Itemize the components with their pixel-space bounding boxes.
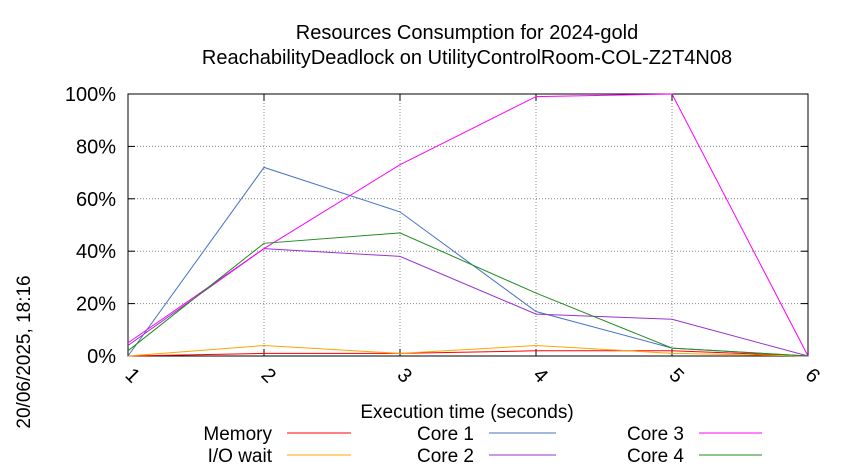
legend-label-core-3: Core 3	[627, 424, 684, 445]
y-tick-label: 100%	[65, 84, 116, 106]
y-tick-label: 80%	[76, 136, 116, 158]
timestamp-label: 20/06/2025, 18:16	[14, 275, 35, 428]
series-line-core-3	[127, 93, 809, 357]
y-tick-label: 20%	[76, 294, 116, 316]
x-tick-label: 6	[801, 364, 824, 387]
legend-label-memory: Memory	[203, 424, 272, 445]
series-line-memory	[127, 350, 809, 357]
y-tick-label: 0%	[87, 346, 116, 368]
legend-label-core-2: Core 2	[417, 446, 474, 467]
x-tick-label: 1	[121, 364, 144, 387]
legend-label-core-1: Core 1	[417, 424, 474, 445]
x-tick-label: 2	[257, 364, 280, 387]
series-line-core-2	[127, 248, 809, 357]
y-axis: 0% 20% 40% 60% 80% 100%	[65, 84, 808, 368]
legend-label-core-4: Core 4	[627, 446, 684, 467]
y-tick-label: 60%	[76, 189, 116, 211]
series-line-core-4	[127, 232, 809, 357]
x-axis-label: Execution time (seconds)	[360, 402, 573, 423]
plot-frame	[127, 93, 809, 357]
series-line-i-o-wait	[127, 344, 809, 357]
x-tick-label: 3	[393, 364, 416, 387]
grid	[128, 94, 808, 356]
chart-title-line1: Resources Consumption for 2024-gold	[296, 22, 638, 44]
x-axis: 1 2 3 4 5 6	[121, 94, 824, 387]
series-line-core-1	[127, 166, 809, 357]
y-tick-label: 40%	[76, 241, 116, 263]
legend-label-i-o-wait: I/O wait	[208, 446, 273, 467]
chart-title-line2: ReachabilityDeadlock on UtilityControlRo…	[202, 47, 732, 69]
x-tick-label: 4	[529, 364, 552, 387]
series-lines	[127, 93, 809, 357]
x-tick-label: 5	[665, 364, 688, 387]
